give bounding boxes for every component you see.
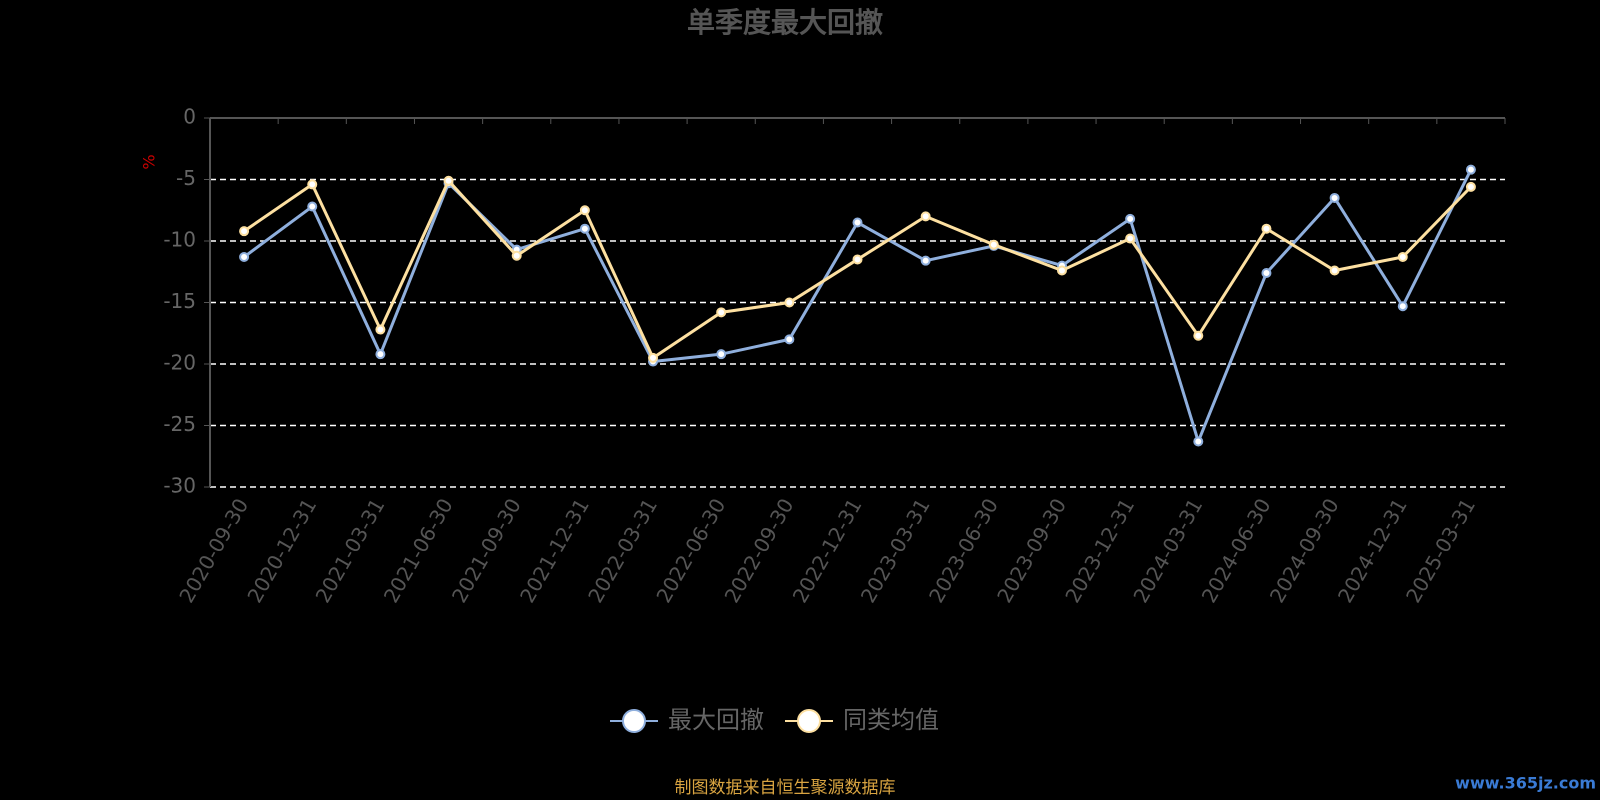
data-point [239, 251, 250, 262]
x-tick-label: 2023-09-30 [992, 494, 1071, 607]
x-tick-label: 2021-06-30 [379, 494, 458, 607]
data-point [1329, 192, 1340, 203]
data-point [920, 255, 931, 266]
data-point [1397, 301, 1408, 312]
chart-title: 单季度最大回撤 [687, 6, 883, 39]
data-point [511, 250, 522, 261]
data-point [375, 324, 386, 335]
data-point [1125, 213, 1136, 224]
y-tick-label: -10 [163, 228, 196, 252]
data-point [1329, 265, 1340, 276]
data-point [1193, 330, 1204, 341]
y-axis-label: % [140, 154, 159, 169]
data-point [375, 349, 386, 360]
data-point [1261, 267, 1272, 278]
y-tick-label: -20 [163, 351, 196, 375]
legend-label: 最大回撤 [668, 706, 764, 734]
data-point [239, 226, 250, 237]
x-tick-label: 2021-09-30 [447, 494, 526, 607]
x-tick-label: 2023-12-31 [1060, 494, 1139, 607]
x-tick-label: 2025-03-31 [1401, 494, 1480, 607]
data-point [307, 201, 318, 212]
x-tick-label: 2024-12-31 [1333, 494, 1412, 607]
x-tick-label: 2021-03-31 [311, 494, 390, 607]
x-tick-label: 2022-12-31 [788, 494, 867, 607]
x-tick-label: 2023-03-31 [856, 494, 935, 607]
x-tick-label: 2020-12-31 [242, 494, 321, 607]
x-tick-label: 2024-03-31 [1128, 494, 1207, 607]
data-point [784, 334, 795, 345]
legend-marker [797, 709, 821, 733]
source-note: 制图数据来自恒生聚源数据库 [675, 778, 896, 798]
y-tick-label: -30 [163, 474, 196, 498]
legend-marker [622, 709, 646, 733]
data-point [1261, 223, 1272, 234]
data-point [579, 205, 590, 216]
data-point [443, 175, 454, 186]
y-tick-label: -5 [176, 166, 196, 190]
data-point [716, 307, 727, 318]
data-point [1056, 265, 1067, 276]
data-point [716, 349, 727, 360]
data-point [1125, 233, 1136, 244]
data-point [920, 211, 931, 222]
y-tick-label: -15 [163, 289, 196, 313]
data-point [784, 297, 795, 308]
data-point [1193, 436, 1204, 447]
data-point [1397, 251, 1408, 262]
series-line [243, 168, 1473, 446]
x-tick-label: 2022-09-30 [720, 494, 799, 607]
y-tick-label: 0 [183, 105, 196, 129]
series-line [243, 178, 1472, 361]
x-tick-label: 2020-09-30 [174, 494, 253, 607]
data-point [307, 179, 318, 190]
data-point [852, 217, 863, 228]
x-tick-label: 2022-06-30 [651, 494, 730, 607]
data-point [579, 223, 590, 234]
watermark: www.365jz.com [1455, 774, 1596, 793]
data-point [1465, 164, 1476, 175]
data-point [1465, 181, 1476, 192]
data-point [988, 239, 999, 250]
legend-label: 同类均值 [843, 706, 939, 734]
x-tick-label: 2024-09-30 [1265, 494, 1344, 607]
x-tick-label: 2021-12-31 [515, 494, 594, 607]
data-point [648, 352, 659, 363]
data-point [852, 254, 863, 265]
y-tick-label: -25 [163, 412, 196, 436]
x-tick-label: 2024-06-30 [1197, 494, 1276, 607]
x-tick-label: 2022-03-31 [583, 494, 662, 607]
x-tick-label: 2023-06-30 [924, 494, 1003, 607]
